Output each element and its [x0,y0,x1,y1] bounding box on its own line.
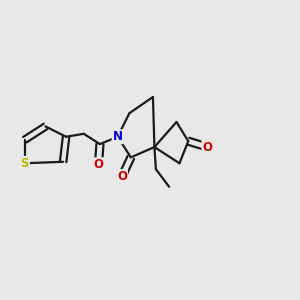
Text: O: O [94,158,103,171]
Text: S: S [21,157,29,170]
Text: O: O [117,170,127,183]
Text: N: N [112,130,123,143]
Text: O: O [202,141,212,154]
